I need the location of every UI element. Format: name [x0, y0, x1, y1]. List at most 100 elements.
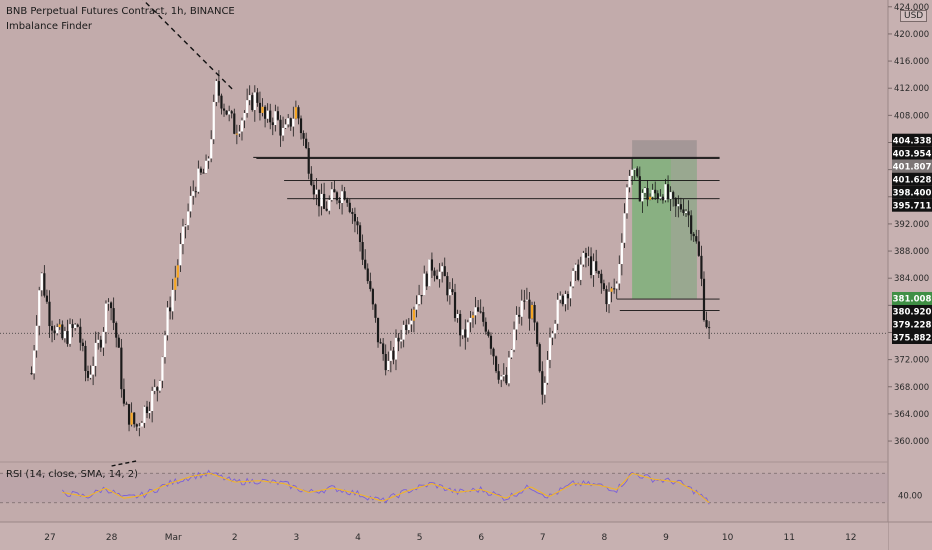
candle-body-165 — [453, 292, 457, 319]
candle-body-129 — [361, 242, 364, 260]
candle-body-45 — [145, 406, 149, 414]
price-level-labels: 404.338 403.954 401.807 401.628 398.400 395.7… — [892, 133, 932, 344]
candle-body-42 — [138, 426, 141, 428]
candle-body-64 — [194, 191, 197, 193]
candle-body-48 — [153, 387, 156, 391]
candle-body-261 — [700, 255, 703, 279]
candle-body-221 — [597, 270, 600, 274]
currency-badge[interactable]: USD — [900, 10, 928, 22]
candle-body-26 — [97, 339, 100, 343]
candle-body-33 — [115, 322, 118, 338]
candle-body-142 — [394, 337, 398, 360]
price-level-badge-9 — [892, 330, 932, 344]
candle-body-36 — [122, 389, 126, 404]
candle-body-174 — [477, 307, 480, 312]
candle-body-57 — [176, 265, 179, 278]
y-tick-label-2: 416.000 — [894, 57, 929, 67]
candle-body-13 — [63, 331, 66, 339]
candle-body-247 — [664, 184, 667, 201]
x-tick-label-10: 9 — [663, 533, 669, 543]
candle-body-124 — [348, 202, 351, 212]
candle-body-91 — [263, 106, 267, 119]
x-tick-label-8: 7 — [540, 533, 546, 543]
candle-body-229 — [618, 264, 621, 284]
candle-body-3 — [38, 290, 41, 326]
candle-body-200 — [543, 382, 546, 395]
candle-body-4 — [40, 273, 43, 291]
candle-body-185 — [505, 374, 508, 384]
candle-body-47 — [151, 390, 154, 411]
price-level-text-5: 395.711 — [893, 201, 932, 211]
candle-body-90 — [261, 106, 264, 113]
candle-body-12 — [61, 324, 64, 339]
candle-body-205 — [556, 299, 559, 324]
candle-body-34 — [117, 337, 120, 348]
candle-body-122 — [343, 191, 346, 200]
candle-body-246 — [661, 196, 665, 201]
candle-body-219 — [592, 261, 595, 276]
price-level-badge-5 — [892, 198, 932, 212]
candle-body-61 — [186, 211, 190, 226]
candle-body-110 — [312, 184, 315, 195]
candle-body-176 — [482, 312, 485, 322]
candle-body-222 — [600, 273, 603, 284]
candle-body-183 — [500, 376, 503, 380]
candle-body-241 — [648, 196, 652, 200]
candle-body-0 — [30, 373, 33, 375]
position-tool[interactable] — [632, 140, 697, 299]
candle-body-156 — [430, 259, 434, 271]
candle-body-63 — [192, 191, 195, 196]
candle-body-262 — [702, 278, 706, 321]
price-level-text-8: 379.228 — [893, 321, 932, 331]
candle-body-180 — [492, 348, 495, 357]
price-level-badge-0 — [892, 133, 932, 147]
candle-body-121 — [340, 191, 344, 204]
candle-body-104 — [297, 107, 300, 119]
candle-body-93 — [269, 110, 272, 123]
candle-body-175 — [479, 311, 482, 313]
candle-body-151 — [417, 295, 421, 305]
candle-body-178 — [487, 331, 490, 336]
x-tick-label-5: 4 — [355, 533, 361, 543]
candle-body-141 — [392, 350, 395, 360]
y-tick-label-8: 392.000 — [894, 220, 929, 230]
candle-body-210 — [569, 286, 572, 299]
rsi-label: RSI (14, close, SMA, 14, 2) — [6, 469, 139, 480]
candle-body-99 — [284, 124, 287, 128]
candle-body-184 — [502, 374, 505, 377]
y-tick-label-14: 368.000 — [894, 383, 929, 393]
candle-body-249 — [669, 192, 672, 199]
candle-body-157 — [433, 270, 436, 276]
candle-body-30 — [107, 302, 110, 304]
candle-body-77 — [228, 111, 231, 115]
candle-body-258 — [692, 233, 695, 237]
candle-body-127 — [356, 221, 359, 226]
candle-body-132 — [369, 281, 372, 290]
candle-body-169 — [464, 329, 467, 338]
candle-body-162 — [446, 276, 449, 296]
y-tick-label-4: 408.000 — [894, 111, 929, 121]
chart-title: BNB Perpetual Futures Contract, 1h, BINA… — [6, 6, 235, 17]
candle-body-139 — [387, 360, 390, 371]
candle-body-191 — [520, 300, 523, 317]
candle-body-60 — [184, 225, 187, 227]
x-tick-label-6: 5 — [417, 533, 423, 543]
candle-body-69 — [207, 158, 210, 161]
candle-body-228 — [615, 283, 618, 289]
candle-body-223 — [602, 283, 605, 290]
candle-body-89 — [258, 102, 262, 113]
candle-body-182 — [497, 371, 500, 380]
candle-body-263 — [705, 320, 708, 328]
candle-body-252 — [677, 204, 680, 207]
candle-body-94 — [271, 122, 274, 126]
candle-body-204 — [554, 323, 557, 334]
candle-body-163 — [448, 289, 451, 296]
candle-body-62 — [189, 195, 192, 212]
candle-body-230 — [620, 242, 623, 265]
candle-body-78 — [230, 111, 233, 114]
y-tick-label-13: 372.000 — [894, 356, 929, 366]
candle-body-106 — [302, 133, 305, 139]
candle-body-253 — [679, 204, 682, 210]
